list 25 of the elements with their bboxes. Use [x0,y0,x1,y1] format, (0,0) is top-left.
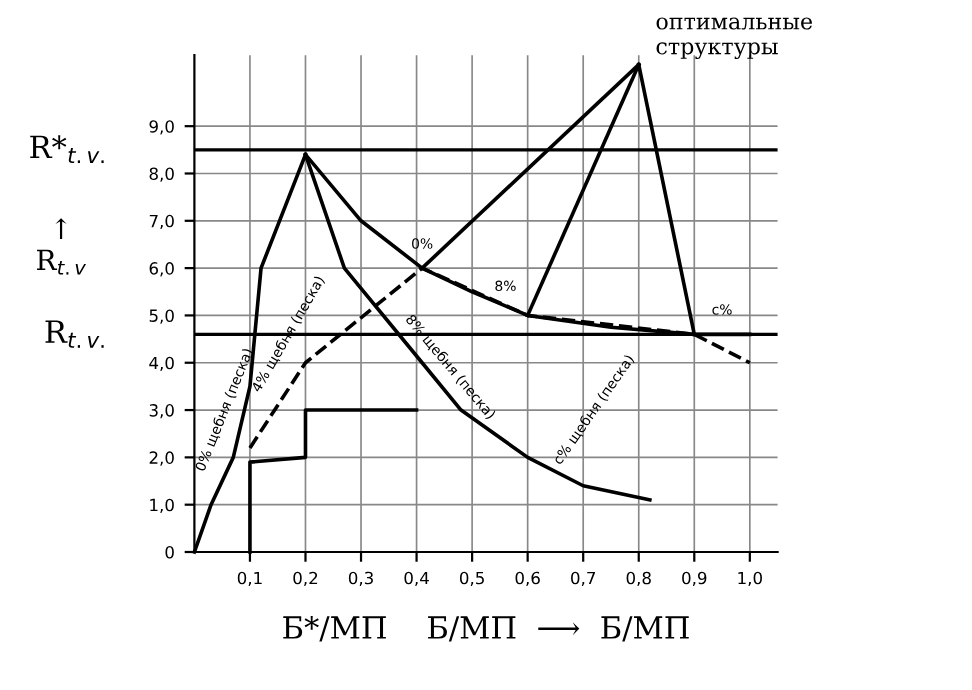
y-tick-label: 4,0 [149,356,174,372]
y-tick-label: 7,0 [149,214,174,230]
y-tick-label: 0 [165,545,174,559]
y-tick-label: 6,0 [149,262,174,277]
y-tick-label: 9,0 [149,120,174,135]
y-tick-label: 2,0 [149,451,174,466]
x-tick-label: 0,6 [515,571,540,587]
x-tick-label: 0,4 [404,571,429,587]
y-tick-label: 1,0 [150,498,174,513]
ref-line-label: R$_{t.v.}$ [45,320,104,348]
x-tick-label: 0,3 [348,571,373,587]
x-tick-label: 0,8 [626,571,651,587]
annotation: оптимальные структуры [656,17,812,60]
y-tick-label: 8,0 [149,167,174,182]
x-tick-label: 1,0 [738,571,762,587]
ref-line-label: R*$_{t.v.}$ [30,135,104,164]
x-tick-label: 0,2 [293,571,318,587]
x-axis-title: Б*/МП Б/МП ⟶ Б/МП [283,615,689,642]
text: ↑ R$_{t.v}$ [37,218,87,275]
x-tick-label: 0,7 [571,571,596,587]
x-tick-label: 0,9 [682,571,707,587]
x-tick-label: 0,5 [459,571,484,587]
y-tick-label: 3,0 [149,404,174,419]
y-tick-label: 5,0 [149,309,174,324]
x-tick-label: 0,1 [237,571,262,587]
